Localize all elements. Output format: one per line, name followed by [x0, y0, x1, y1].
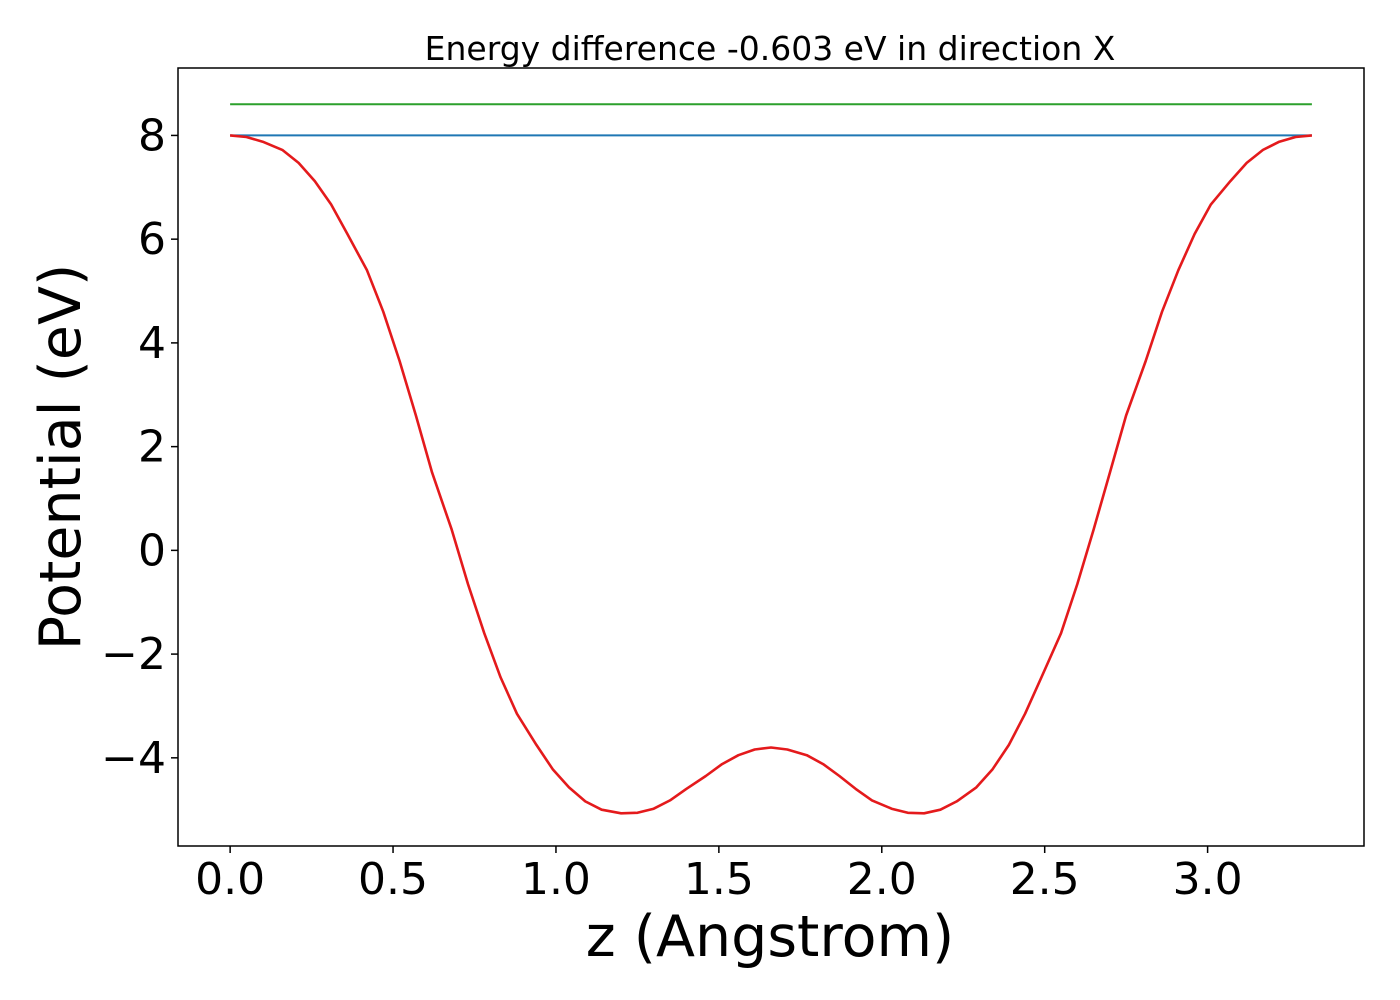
x-tick-label-3: 1.5: [684, 854, 754, 905]
x-tick-label-4: 2.0: [847, 854, 917, 905]
x-tick-label-6: 3.0: [1173, 854, 1243, 905]
y-tick-label-2: 0: [138, 525, 166, 576]
y-tick-label-4: 4: [138, 318, 166, 369]
y-tick-label-3: 2: [138, 422, 166, 473]
plot-area-frame: [177, 67, 1365, 847]
x-axis-label: z (Angstrom): [586, 904, 954, 970]
y-tick-label-1: −2: [101, 629, 166, 680]
y-axis-ticks: −4 −2 0 2 4 6 8: [101, 110, 178, 784]
series-layer: [229, 103, 1313, 815]
y-tick-label-5: 6: [138, 214, 166, 265]
x-tick-label-0: 0.0: [195, 854, 265, 905]
x-tick-label-2: 1.0: [521, 854, 591, 905]
x-axis-ticks: 0.0 0.5 1.0 1.5 2.0 2.5 3.0: [195, 846, 1243, 905]
series-line-2: [229, 134, 1313, 815]
y-axis-label: Potential (eV): [28, 264, 94, 650]
y-tick-label-0: −4: [101, 733, 166, 784]
chart-title: Energy difference -0.603 eV in direction…: [425, 29, 1116, 68]
x-tick-label-1: 0.5: [358, 854, 428, 905]
x-tick-label-5: 2.5: [1010, 854, 1080, 905]
y-tick-label-6: 8: [138, 110, 166, 161]
